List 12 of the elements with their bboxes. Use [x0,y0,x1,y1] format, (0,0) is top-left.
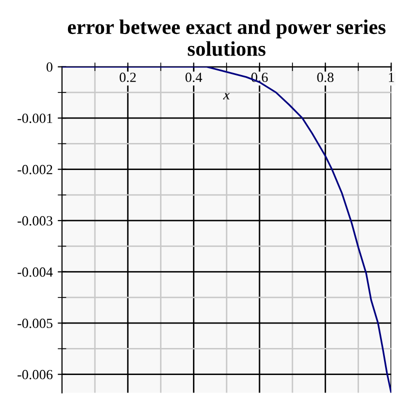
y-tick-label: -0.002 [18,164,52,174]
y-tick-label: -0.004 [18,267,53,277]
chart-title: error betwee exact and power series solutions [68,19,386,56]
y-tick-label: -0.005 [18,318,52,328]
x-tick-label: 0.4 [186,72,202,82]
x-tick-label: 1 [388,72,394,82]
y-tick-label: -0.001 [18,114,52,124]
y-tick-label: -0.006 [18,370,53,380]
x-tick-label: 0.8 [317,72,334,82]
x-tick-label: 0.2 [120,72,136,82]
y-tick-label: -0.003 [18,216,52,226]
y-tick-label: 0 [46,62,52,72]
